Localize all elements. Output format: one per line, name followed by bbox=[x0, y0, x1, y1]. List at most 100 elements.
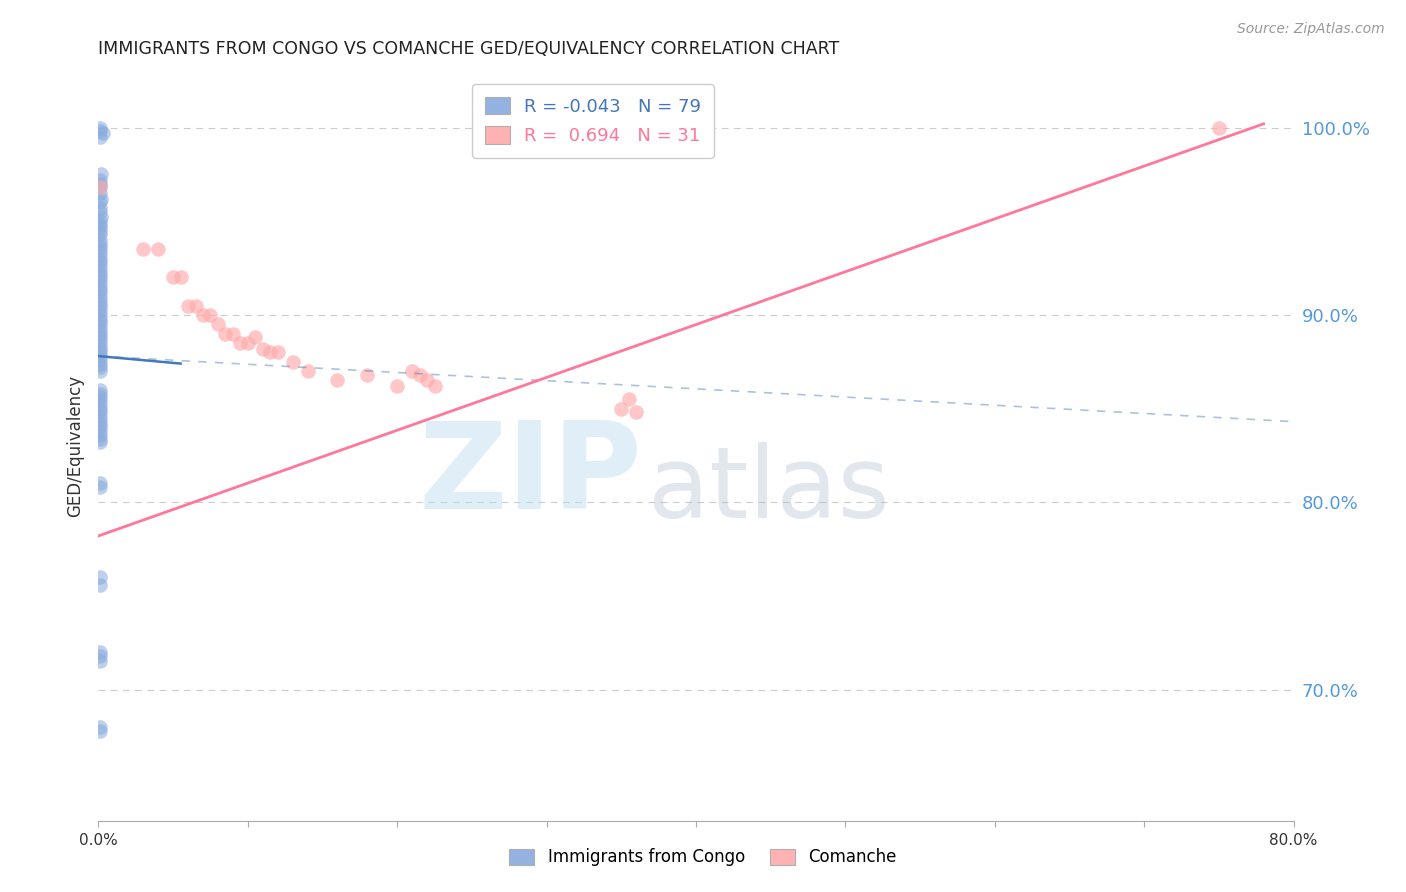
Point bbox=[89, 405, 111, 419]
Point bbox=[89, 214, 111, 228]
Point bbox=[89, 413, 111, 427]
Point bbox=[222, 326, 245, 341]
Point bbox=[89, 282, 111, 296]
Point bbox=[89, 334, 111, 348]
Point bbox=[89, 236, 111, 251]
Point bbox=[89, 263, 111, 277]
Point bbox=[200, 308, 222, 322]
Point bbox=[89, 577, 111, 591]
Point bbox=[89, 218, 111, 232]
Point bbox=[89, 480, 111, 494]
Point bbox=[610, 401, 633, 416]
Point bbox=[89, 394, 111, 409]
Legend: Immigrants from Congo, Comanche: Immigrants from Congo, Comanche bbox=[503, 842, 903, 873]
Text: IMMIGRANTS FROM CONGO VS COMANCHE GED/EQUIVALENCY CORRELATION CHART: IMMIGRANTS FROM CONGO VS COMANCHE GED/EQ… bbox=[98, 40, 839, 58]
Point bbox=[89, 240, 111, 254]
Point bbox=[207, 318, 229, 332]
Point bbox=[90, 211, 112, 225]
Point bbox=[89, 390, 111, 404]
Point bbox=[89, 195, 111, 210]
Point bbox=[89, 244, 111, 259]
Point bbox=[89, 349, 111, 363]
Point bbox=[90, 168, 112, 182]
Point bbox=[89, 219, 111, 234]
Point bbox=[89, 224, 111, 238]
Point bbox=[423, 379, 446, 393]
Point bbox=[89, 342, 111, 356]
Point bbox=[89, 326, 111, 341]
Point bbox=[162, 270, 184, 285]
Point bbox=[89, 130, 111, 145]
Point bbox=[1208, 120, 1230, 135]
Point bbox=[89, 252, 111, 266]
Point bbox=[617, 392, 640, 407]
Point bbox=[252, 342, 274, 356]
Point bbox=[89, 311, 111, 326]
Point bbox=[214, 326, 236, 341]
Point bbox=[267, 345, 290, 359]
Point bbox=[89, 360, 111, 375]
Point bbox=[89, 319, 111, 334]
Point bbox=[89, 357, 111, 371]
Point bbox=[89, 233, 111, 247]
Point bbox=[89, 201, 111, 215]
Point bbox=[89, 655, 111, 669]
Point bbox=[89, 304, 111, 318]
Point bbox=[245, 330, 267, 344]
Point bbox=[236, 336, 259, 351]
Point bbox=[89, 570, 111, 584]
Legend: R = -0.043   N = 79, R =  0.694   N = 31: R = -0.043 N = 79, R = 0.694 N = 31 bbox=[472, 84, 714, 158]
Point bbox=[89, 330, 111, 344]
Point bbox=[89, 205, 111, 219]
Point bbox=[89, 352, 111, 367]
Point bbox=[89, 227, 111, 242]
Point bbox=[89, 401, 111, 416]
Point bbox=[89, 186, 111, 201]
Point bbox=[89, 315, 111, 329]
Point bbox=[89, 293, 111, 307]
Point bbox=[89, 345, 111, 359]
Point bbox=[89, 409, 111, 423]
Point bbox=[89, 296, 111, 310]
Text: atlas: atlas bbox=[648, 442, 890, 540]
Point bbox=[89, 177, 111, 191]
Text: ZIP: ZIP bbox=[419, 417, 643, 534]
Point bbox=[89, 180, 111, 194]
Point bbox=[297, 364, 319, 378]
Point bbox=[89, 364, 111, 378]
Point bbox=[89, 648, 111, 663]
Point bbox=[385, 379, 409, 393]
Point bbox=[89, 308, 111, 322]
Point bbox=[91, 126, 114, 140]
Point bbox=[89, 301, 111, 315]
Point bbox=[184, 299, 207, 313]
Point bbox=[89, 289, 111, 303]
Point bbox=[89, 259, 111, 273]
Point bbox=[89, 120, 111, 135]
Point bbox=[89, 248, 111, 262]
Point bbox=[132, 243, 155, 257]
Y-axis label: GED/Equivalency: GED/Equivalency bbox=[66, 375, 84, 517]
Point bbox=[89, 255, 111, 269]
Point bbox=[89, 645, 111, 659]
Point bbox=[89, 274, 111, 288]
Point bbox=[89, 277, 111, 292]
Point bbox=[89, 267, 111, 281]
Point bbox=[89, 173, 111, 187]
Point bbox=[89, 424, 111, 438]
Point bbox=[416, 374, 439, 388]
Point bbox=[89, 124, 111, 138]
Point bbox=[89, 323, 111, 337]
Point bbox=[89, 417, 111, 431]
Point bbox=[89, 435, 111, 450]
Point bbox=[89, 386, 111, 401]
Point bbox=[229, 336, 252, 351]
Text: Source: ZipAtlas.com: Source: ZipAtlas.com bbox=[1237, 22, 1385, 37]
Point bbox=[169, 270, 191, 285]
Point bbox=[356, 368, 378, 382]
Point bbox=[626, 405, 648, 419]
Point bbox=[191, 308, 214, 322]
Point bbox=[259, 345, 281, 359]
Point bbox=[408, 368, 430, 382]
Point bbox=[281, 355, 304, 369]
